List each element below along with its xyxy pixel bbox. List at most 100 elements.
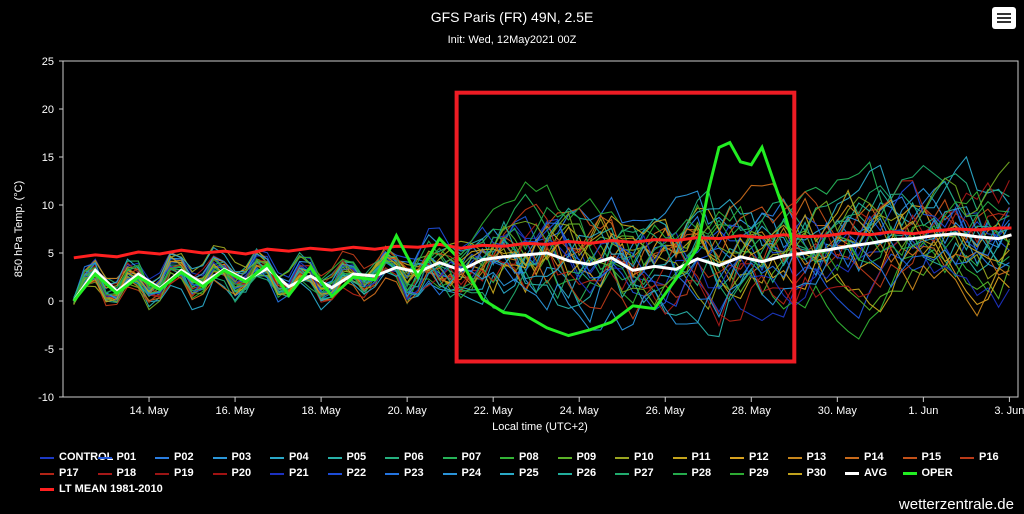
- x-tick-label: 3. Jun: [994, 405, 1024, 417]
- ensemble-member-line: [73, 221, 1010, 311]
- legend-swatch: [40, 473, 54, 475]
- y-tick-label: 10: [42, 200, 54, 212]
- y-axis-label: 850 hPa Temp. (°C): [13, 181, 25, 278]
- legend-label: CONTROL: [59, 451, 114, 463]
- legend-label: P19: [174, 467, 194, 479]
- x-tick-label: 26. May: [646, 405, 686, 417]
- x-axis-label: Local time (UTC+2): [492, 421, 588, 433]
- x-tick-label: 18. May: [302, 405, 342, 417]
- legend-swatch: [155, 457, 169, 459]
- legend-swatch: [212, 473, 227, 475]
- legend-label: P11: [691, 451, 711, 463]
- legend-label: P21: [289, 467, 309, 479]
- legend-label: P04: [289, 451, 309, 463]
- legend-swatch: [500, 473, 514, 475]
- ensemble-member-line: [73, 213, 1010, 311]
- legend-swatch: [155, 473, 169, 475]
- legend-swatch: [672, 457, 687, 459]
- oper-line: [72, 140, 796, 338]
- legend-swatch: [327, 457, 342, 459]
- x-tick-label: 20. May: [388, 405, 428, 417]
- lt-mean-line: [73, 226, 1012, 260]
- legend-row: CONTROL P01 P02 P03 P04 P05 P06 P07 P08 P09 P10 P11…: [40, 450, 1015, 466]
- legend-label: P03: [231, 451, 252, 463]
- legend-swatch: [787, 457, 802, 459]
- plot-frame: [62, 60, 1019, 398]
- ensemble-member-line: [73, 188, 1010, 303]
- legend-swatch: [97, 473, 112, 475]
- legend-label: P23: [404, 467, 424, 479]
- ensemble-member-line: [73, 164, 1010, 302]
- x-tick-label: 1. Jun: [908, 405, 938, 417]
- legend-label: OPER: [921, 467, 953, 479]
- legend-swatch: [385, 457, 399, 459]
- legend-label: P18: [116, 467, 137, 479]
- site-credit: wetterzentrale.de: [898, 496, 1014, 513]
- y-tick-label: 15: [42, 152, 54, 164]
- legend-swatch: [902, 472, 917, 475]
- y-tick-label: 25: [42, 56, 54, 68]
- y-tick-label: -5: [44, 344, 54, 356]
- legend-swatch: [845, 457, 859, 459]
- legend-swatch: [672, 473, 687, 475]
- legend-label: P26: [576, 467, 597, 479]
- x-tick-label: 24. May: [560, 405, 600, 417]
- y-tick-label: 0: [48, 296, 54, 308]
- chart-subtitle: Init: Wed, 12May2021 00Z: [447, 34, 577, 46]
- legend-swatch: [270, 457, 284, 459]
- legend-label: P27: [634, 467, 654, 479]
- legend-label: P02: [174, 451, 194, 463]
- x-tick-label: 30. May: [818, 405, 858, 417]
- legend-label: P14: [864, 451, 884, 463]
- legend-label: P06: [404, 451, 424, 463]
- legend-label: P10: [634, 451, 654, 463]
- legend-swatch: [730, 457, 744, 459]
- legend-label: P16: [979, 451, 999, 463]
- legend-label: P01: [116, 451, 137, 463]
- plot-area: [72, 90, 1012, 364]
- ensemble-member-line: [73, 216, 1010, 331]
- legend-swatch: [270, 473, 284, 475]
- chart-legend: CONTROL P01 P02 P03 P04 P05 P06 P07 P08 P09 P10 P11…: [40, 450, 1015, 498]
- legend-swatch: [97, 457, 112, 459]
- legend-label: P22: [346, 467, 367, 479]
- legend-label: LT MEAN 1981-2010: [59, 483, 163, 495]
- legend-swatch: [212, 457, 227, 459]
- y-tick-label: 20: [42, 104, 54, 116]
- x-tick-label: 16. May: [216, 405, 256, 417]
- legend-swatch: [442, 457, 457, 459]
- ensemble-member-line: [73, 224, 1010, 340]
- legend-swatch: [730, 473, 744, 475]
- legend-label: P05: [346, 451, 367, 463]
- legend-swatch: [442, 473, 457, 475]
- legend-swatch: [327, 473, 342, 475]
- legend-swatch: [615, 457, 629, 459]
- x-tick-label: 14. May: [129, 405, 169, 417]
- legend-swatch: [40, 488, 54, 491]
- ensemble-member-line: [73, 161, 1010, 311]
- legend-label: P20: [231, 467, 252, 479]
- legend-swatch: [500, 457, 514, 459]
- legend-row: LT MEAN 1981-2010: [40, 482, 1015, 498]
- legend-label: P17: [59, 467, 79, 479]
- hamburger-menu-icon[interactable]: [992, 7, 1016, 29]
- chart-title: GFS Paris (FR) 49N, 2.5E: [430, 9, 594, 25]
- legend-swatch: [385, 473, 399, 475]
- legend-swatch: [787, 473, 802, 475]
- legend-swatch: [557, 457, 572, 459]
- legend-label: P13: [806, 451, 827, 463]
- legend-label: P07: [461, 451, 482, 463]
- y-tick-label: 5: [48, 248, 54, 260]
- legend-label: P29: [749, 467, 769, 479]
- legend-swatch: [557, 473, 572, 475]
- legend-label: P28: [691, 467, 712, 479]
- legend-swatch: [902, 457, 917, 459]
- legend-row: P17 P18 P19 P20 P21 P22 P23 P24 P25 P26 P27 P28 P29 P…: [40, 466, 1015, 482]
- legend-label: P12: [749, 451, 769, 463]
- legend-label: P09: [576, 451, 597, 463]
- legend-swatch: [40, 457, 54, 459]
- ensemble-member-line: [73, 164, 1010, 312]
- legend-label: P25: [519, 467, 539, 479]
- legend-swatch: [615, 473, 629, 475]
